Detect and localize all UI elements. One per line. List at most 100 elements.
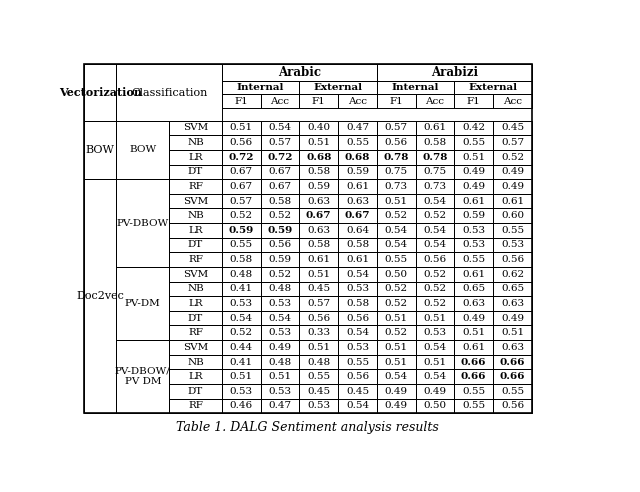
Text: DT: DT: [188, 167, 203, 176]
Text: 0.48: 0.48: [268, 358, 291, 367]
Bar: [222, 355, 260, 369]
Text: 0.75: 0.75: [385, 167, 408, 176]
Bar: [454, 311, 493, 326]
Text: 0.52: 0.52: [424, 284, 447, 293]
Text: BOW: BOW: [86, 145, 115, 155]
Text: 0.51: 0.51: [462, 328, 485, 338]
Bar: [493, 267, 532, 281]
Text: SVM: SVM: [183, 123, 208, 132]
Text: 0.52: 0.52: [230, 328, 253, 338]
Bar: [260, 311, 300, 326]
Bar: [169, 252, 222, 267]
Text: 0.61: 0.61: [462, 343, 485, 352]
Text: 0.54: 0.54: [424, 343, 447, 352]
Text: 0.60: 0.60: [501, 211, 524, 220]
Text: 0.41: 0.41: [230, 284, 253, 293]
Bar: [169, 194, 222, 209]
Bar: [222, 64, 377, 81]
Bar: [454, 281, 493, 296]
Text: 0.45: 0.45: [501, 123, 524, 132]
Bar: [415, 135, 454, 150]
Bar: [493, 355, 532, 369]
Text: External: External: [468, 84, 518, 92]
Bar: [222, 238, 260, 252]
Bar: [300, 399, 338, 413]
Bar: [169, 384, 222, 399]
Text: 0.41: 0.41: [230, 358, 253, 367]
Bar: [300, 267, 338, 281]
Bar: [338, 369, 377, 384]
Text: 0.33: 0.33: [307, 328, 330, 338]
Bar: [169, 311, 222, 326]
Text: 0.51: 0.51: [385, 358, 408, 367]
Bar: [338, 296, 377, 311]
Text: 0.45: 0.45: [307, 387, 330, 396]
Text: 0.56: 0.56: [346, 313, 369, 323]
Text: 0.58: 0.58: [307, 241, 330, 249]
Text: 0.56: 0.56: [501, 401, 524, 410]
Text: 0.49: 0.49: [501, 313, 524, 323]
Text: 0.58: 0.58: [346, 299, 369, 308]
Bar: [415, 296, 454, 311]
Bar: [222, 281, 260, 296]
Bar: [377, 94, 415, 108]
Text: Acc: Acc: [426, 96, 444, 105]
Text: 0.53: 0.53: [462, 241, 485, 249]
Bar: [338, 340, 377, 355]
Text: 0.59: 0.59: [228, 226, 254, 235]
Text: 0.61: 0.61: [346, 182, 369, 191]
Bar: [338, 267, 377, 281]
Bar: [415, 179, 454, 194]
Bar: [116, 267, 169, 340]
Bar: [260, 194, 300, 209]
Text: 0.61: 0.61: [346, 255, 369, 264]
Text: DT: DT: [188, 241, 203, 249]
Bar: [454, 384, 493, 399]
Text: 0.59: 0.59: [462, 211, 485, 220]
Bar: [300, 369, 338, 384]
Bar: [415, 369, 454, 384]
Bar: [415, 238, 454, 252]
Text: 0.52: 0.52: [424, 299, 447, 308]
Text: 0.56: 0.56: [385, 138, 408, 147]
Text: 0.65: 0.65: [462, 284, 485, 293]
Text: 0.51: 0.51: [307, 270, 330, 279]
Text: Arabic: Arabic: [278, 66, 321, 79]
Bar: [415, 355, 454, 369]
Bar: [222, 369, 260, 384]
Text: 0.53: 0.53: [268, 328, 291, 338]
Bar: [116, 64, 222, 121]
Bar: [169, 399, 222, 413]
Text: 0.53: 0.53: [346, 284, 369, 293]
Bar: [454, 81, 532, 94]
Text: 0.78: 0.78: [383, 153, 409, 162]
Bar: [415, 223, 454, 238]
Bar: [300, 179, 338, 194]
Text: 0.52: 0.52: [385, 211, 408, 220]
Bar: [454, 296, 493, 311]
Bar: [260, 399, 300, 413]
Text: Vectorization: Vectorization: [59, 87, 141, 98]
Text: 0.54: 0.54: [346, 270, 369, 279]
Bar: [300, 311, 338, 326]
Bar: [222, 121, 260, 135]
Bar: [454, 135, 493, 150]
Bar: [300, 81, 377, 94]
Text: 0.55: 0.55: [462, 401, 485, 410]
Bar: [454, 164, 493, 179]
Text: 0.61: 0.61: [462, 197, 485, 206]
Bar: [260, 369, 300, 384]
Text: 0.56: 0.56: [230, 138, 253, 147]
Bar: [169, 355, 222, 369]
Text: 0.66: 0.66: [461, 372, 486, 381]
Text: 0.53: 0.53: [501, 241, 524, 249]
Bar: [338, 135, 377, 150]
Bar: [454, 267, 493, 281]
Text: 0.63: 0.63: [501, 343, 524, 352]
Bar: [338, 179, 377, 194]
Bar: [415, 311, 454, 326]
Text: 0.68: 0.68: [306, 153, 332, 162]
Bar: [338, 281, 377, 296]
Bar: [116, 179, 169, 267]
Bar: [169, 281, 222, 296]
